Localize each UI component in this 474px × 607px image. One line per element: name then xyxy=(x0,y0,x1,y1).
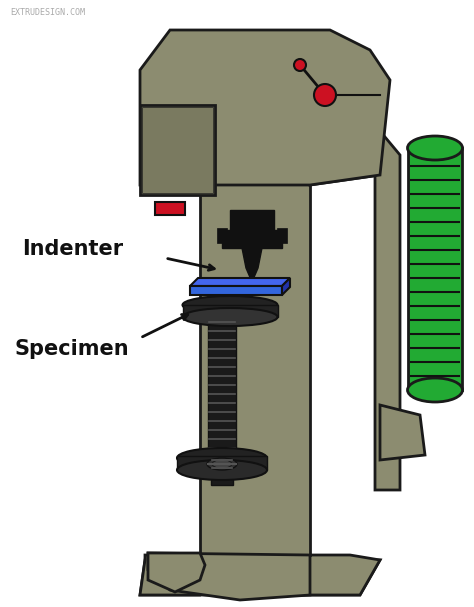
Polygon shape xyxy=(190,278,290,286)
Bar xyxy=(183,305,278,317)
Ellipse shape xyxy=(212,460,232,468)
Text: Specimen: Specimen xyxy=(15,339,129,359)
Bar xyxy=(142,107,213,193)
Polygon shape xyxy=(380,405,425,460)
Bar xyxy=(177,456,267,470)
Polygon shape xyxy=(148,553,205,592)
Ellipse shape xyxy=(408,378,463,402)
Polygon shape xyxy=(282,278,290,295)
Ellipse shape xyxy=(177,460,267,480)
Bar xyxy=(222,230,282,248)
Bar xyxy=(140,105,215,195)
Polygon shape xyxy=(140,560,380,595)
Bar xyxy=(277,228,287,243)
Ellipse shape xyxy=(408,136,463,160)
Bar xyxy=(211,455,233,485)
Ellipse shape xyxy=(207,458,237,470)
Bar xyxy=(155,202,185,215)
Text: EXTRUDESIGN.COM: EXTRUDESIGN.COM xyxy=(10,8,85,17)
Polygon shape xyxy=(310,105,385,185)
Bar xyxy=(230,210,274,230)
Bar xyxy=(190,286,282,295)
Text: Indenter: Indenter xyxy=(22,239,123,259)
Polygon shape xyxy=(375,125,400,490)
Polygon shape xyxy=(242,248,262,282)
Polygon shape xyxy=(140,555,210,595)
Ellipse shape xyxy=(177,448,267,468)
Ellipse shape xyxy=(314,84,336,106)
Bar xyxy=(208,317,236,455)
Polygon shape xyxy=(408,148,462,390)
Polygon shape xyxy=(200,105,310,555)
Ellipse shape xyxy=(294,59,306,71)
Bar xyxy=(217,228,227,243)
Polygon shape xyxy=(290,555,380,595)
Ellipse shape xyxy=(182,308,277,326)
Polygon shape xyxy=(148,553,310,600)
Ellipse shape xyxy=(182,296,277,314)
Polygon shape xyxy=(140,30,390,185)
